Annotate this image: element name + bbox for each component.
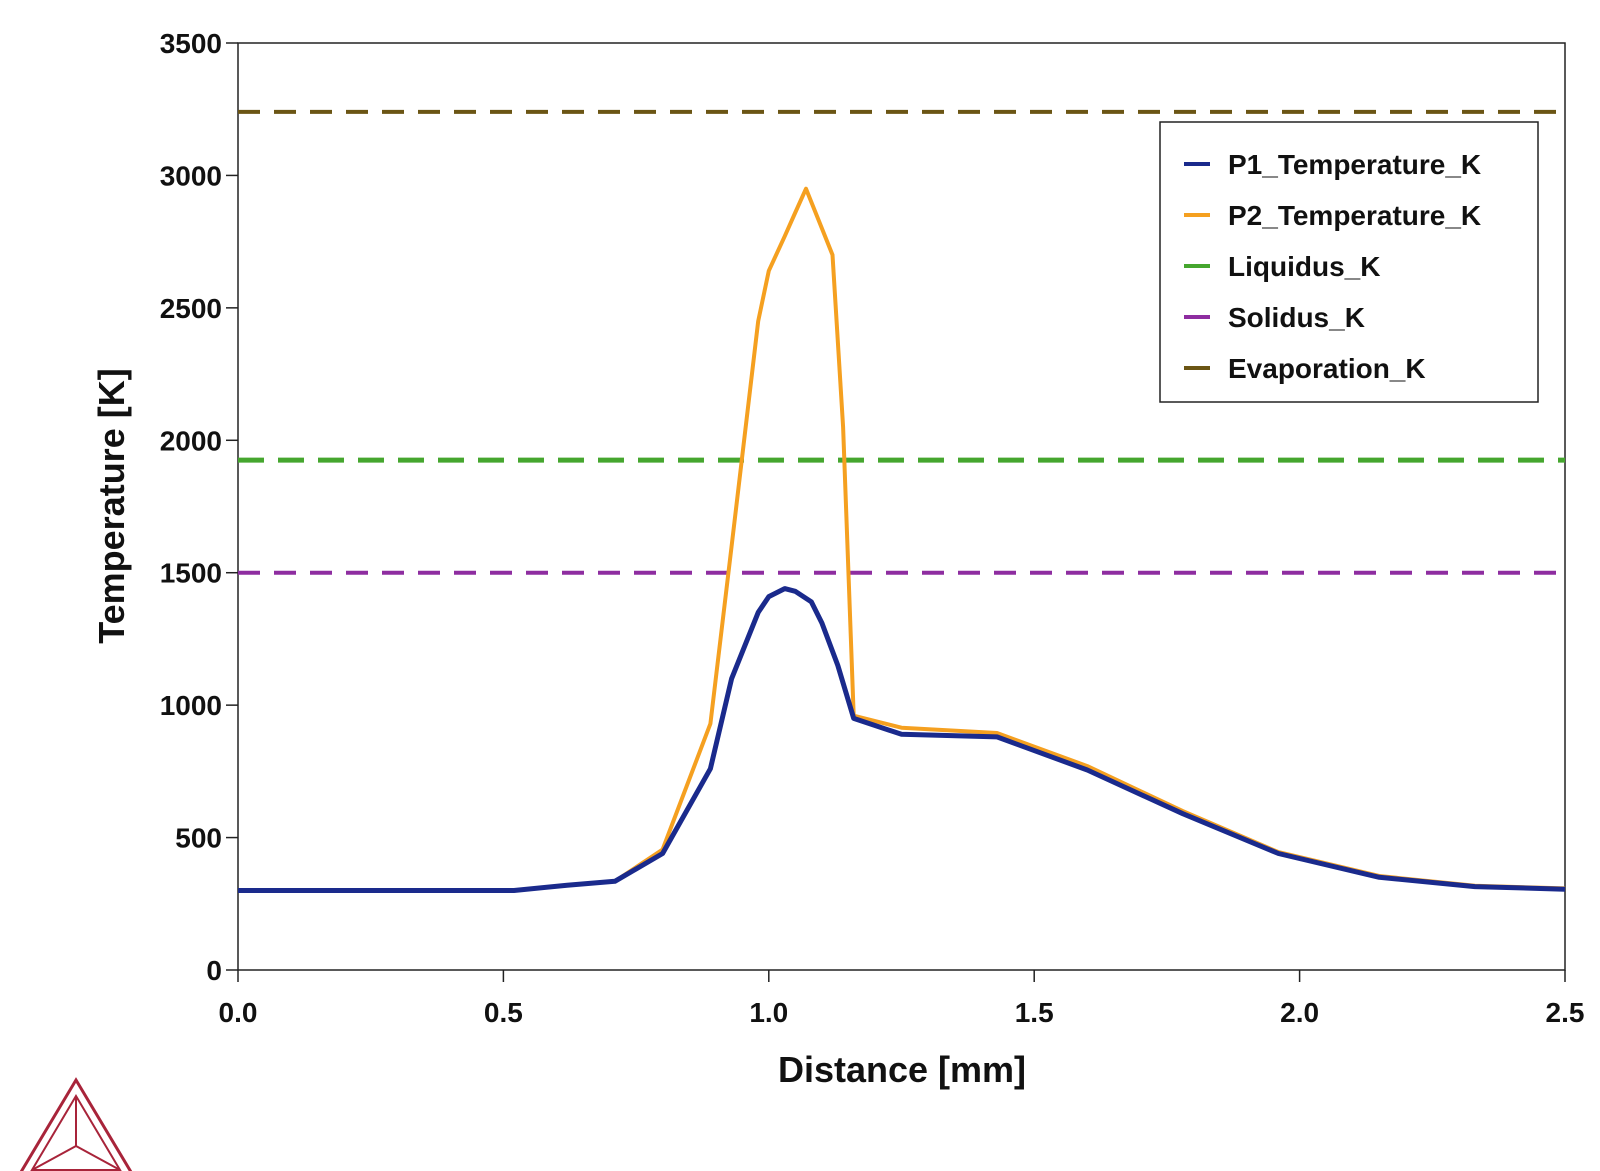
x-tick-label: 2.5 bbox=[1546, 997, 1585, 1028]
legend-box bbox=[1159, 121, 1539, 403]
y-tick-label: 0 bbox=[206, 955, 222, 986]
x-tick-label: 0.0 bbox=[219, 997, 258, 1028]
y-axis-title: Temperature [K] bbox=[91, 368, 132, 643]
x-tick-label: 1.0 bbox=[749, 997, 788, 1028]
legend-label: Solidus_K bbox=[1228, 302, 1365, 333]
axes: 0.0 0.5 1.0 1.5 2.0 2.5 0 500 1000 1500 2000 2500 30… bbox=[160, 28, 1585, 1028]
legend-label: P1_Temperature_K bbox=[1228, 149, 1481, 180]
series-line-p1-temperature-k bbox=[238, 586, 1566, 893]
x-tick-label: 2.0 bbox=[1280, 997, 1319, 1028]
y-tick-label: 3000 bbox=[160, 160, 222, 191]
x-tick-label: 1.5 bbox=[1015, 997, 1054, 1028]
y-tick-label: 3500 bbox=[160, 28, 222, 59]
y-tick-label: 500 bbox=[175, 823, 222, 854]
series-layer bbox=[238, 109, 1566, 893]
legend: P1_Temperature_K P2_Temperature_K Liquidus… bbox=[1159, 121, 1539, 403]
legend-label: P2_Temperature_K bbox=[1228, 200, 1481, 231]
legend-label: Liquidus_K bbox=[1228, 251, 1380, 282]
y-tick-label: 1500 bbox=[160, 558, 222, 589]
y-tick-label: 2000 bbox=[160, 425, 222, 456]
x-tick-label: 0.5 bbox=[484, 997, 523, 1028]
y-tick-label: 1000 bbox=[160, 690, 222, 721]
legend-label: Evaporation_K bbox=[1228, 353, 1426, 384]
x-axis-title: Distance [mm] bbox=[778, 1049, 1026, 1090]
thermo-calc-logo bbox=[19, 1077, 133, 1171]
y-tick-label: 2500 bbox=[160, 293, 222, 324]
